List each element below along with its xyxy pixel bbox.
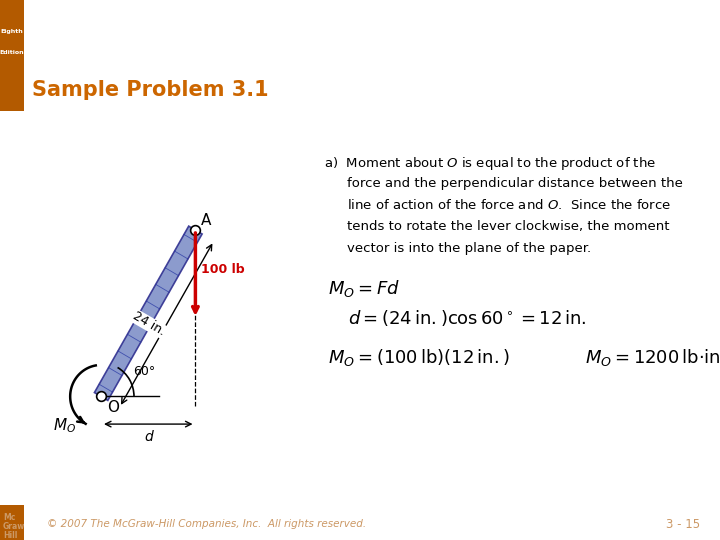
Bar: [0, 505, 24, 540]
Text: ►: ►: [9, 359, 15, 368]
Polygon shape: [94, 226, 202, 401]
Text: Sample Problem 3.1: Sample Problem 3.1: [32, 80, 269, 100]
Text: 3 - 15: 3 - 15: [666, 518, 700, 531]
Text: 24 in.: 24 in.: [131, 310, 168, 339]
Text: $M_O$: $M_O$: [53, 416, 76, 435]
Text: 60°: 60°: [133, 365, 156, 378]
Bar: [0, 70, 24, 111]
Text: Graw: Graw: [3, 522, 25, 531]
Text: © 2007 The McGraw-Hill Companies, Inc.  All rights reserved.: © 2007 The McGraw-Hill Companies, Inc. A…: [47, 519, 366, 529]
Text: Mc: Mc: [3, 512, 15, 522]
Text: ⌂: ⌂: [9, 165, 14, 174]
Text: ◄: ◄: [9, 295, 15, 305]
Bar: [0, 0, 24, 70]
Text: line of action of the force and $O$.  Since the force: line of action of the force and $O$. Sin…: [347, 198, 671, 212]
Text: ►|: ►|: [7, 422, 17, 430]
Text: vector is into the plane of the paper.: vector is into the plane of the paper.: [347, 242, 591, 255]
Text: Hill: Hill: [3, 531, 17, 540]
Text: a)  Moment about $O$ is equal to the product of the: a) Moment about $O$ is equal to the prod…: [323, 155, 655, 172]
Text: A: A: [201, 213, 212, 228]
Text: $M_O = 1200\,\mathrm{lb{\cdot}in}$: $M_O = 1200\,\mathrm{lb{\cdot}in}$: [585, 347, 720, 368]
Text: |◄: |◄: [7, 232, 17, 241]
Text: $M_O = (100\,\mathrm{lb})(12\,\mathrm{in.})$: $M_O = (100\,\mathrm{lb})(12\,\mathrm{in…: [328, 347, 510, 368]
Text: $d = (24\,\mathrm{in.})\cos 60^\circ = 12\,\mathrm{in.}$: $d = (24\,\mathrm{in.})\cos 60^\circ = 1…: [348, 308, 586, 328]
Text: force and the perpendicular distance between the: force and the perpendicular distance bet…: [347, 177, 683, 190]
Text: Eighth: Eighth: [0, 29, 23, 34]
Text: Edition: Edition: [0, 50, 24, 55]
Text: d: d: [144, 430, 153, 444]
Text: O: O: [107, 401, 119, 415]
Text: 100 lb: 100 lb: [201, 264, 245, 276]
Text: Vector Mechanics for Engineers: Statics: Vector Mechanics for Engineers: Statics: [32, 21, 716, 50]
Text: tends to rotate the lever clockwise, the moment: tends to rotate the lever clockwise, the…: [347, 220, 669, 233]
Text: $M_O = Fd$: $M_O = Fd$: [328, 278, 400, 299]
